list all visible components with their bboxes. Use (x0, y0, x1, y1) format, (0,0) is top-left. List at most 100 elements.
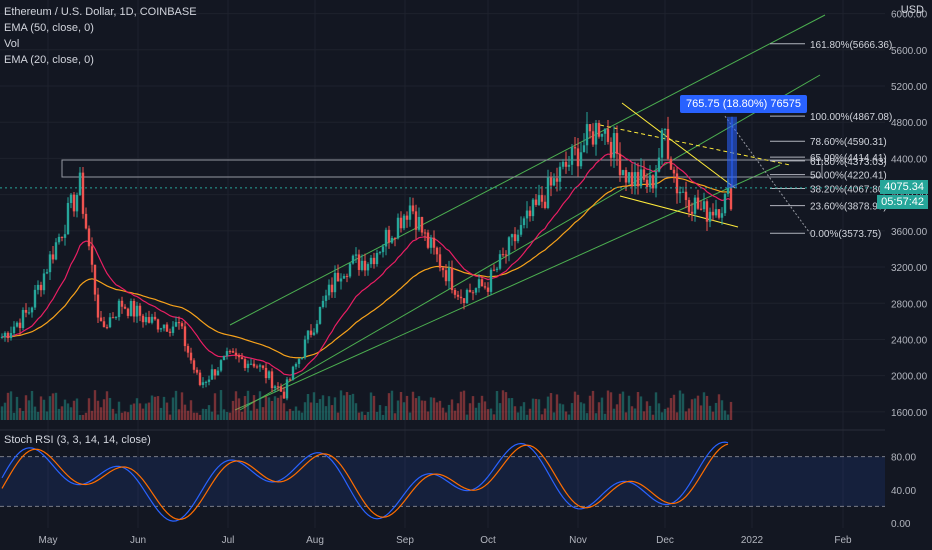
volume-bar (495, 390, 499, 420)
volume-bar (0, 406, 4, 420)
volume-bar (546, 396, 550, 420)
candle (618, 153, 622, 176)
candle (360, 260, 364, 270)
candle (42, 273, 46, 291)
volume-bar (513, 406, 517, 420)
volume-bar (594, 413, 598, 420)
volume-bar (186, 410, 190, 420)
volume-bar (66, 403, 70, 420)
volume-bar (432, 397, 436, 420)
volume-bar (426, 411, 430, 420)
volume-bar (237, 398, 241, 420)
candle (348, 263, 352, 277)
candle (288, 379, 292, 381)
candle (333, 272, 337, 293)
volume-bar (156, 396, 160, 420)
candle (87, 228, 91, 247)
candle (576, 148, 580, 167)
candle (0, 336, 4, 338)
volume-bar (318, 399, 322, 420)
fib-label: 50.00%(4220.41) (810, 171, 887, 182)
candle (567, 164, 571, 167)
volume-bar (558, 403, 562, 420)
candle (306, 330, 310, 340)
volume-bar (447, 404, 451, 420)
candle (276, 386, 280, 388)
volume-bar (615, 404, 619, 420)
candle (213, 369, 217, 376)
candle (708, 211, 712, 222)
y-tick-label: 4400.00 (891, 154, 928, 165)
y-tick-label: 3200.00 (891, 263, 928, 274)
candle (54, 242, 58, 260)
volume-bar (606, 390, 610, 420)
candle (423, 232, 427, 234)
candle (528, 210, 532, 217)
volume-bar (51, 393, 55, 420)
volume-bar (33, 406, 37, 420)
volume-bar (240, 411, 244, 420)
volume-bar (174, 390, 178, 420)
x-tick-label: Feb (834, 535, 852, 546)
volume-bar (165, 402, 169, 420)
volume-bar (393, 413, 397, 420)
candle (555, 178, 559, 182)
candle (624, 170, 628, 183)
candle (195, 369, 199, 373)
volume-bar (552, 412, 556, 420)
volume-bar (189, 400, 193, 420)
stoch-tick-label: 0.00 (891, 519, 911, 530)
candle (468, 289, 472, 293)
candle (543, 201, 547, 208)
candle (315, 323, 319, 333)
volume-bar (675, 412, 679, 420)
candle (72, 194, 76, 212)
candle (465, 289, 469, 303)
candle (204, 381, 208, 383)
candle (531, 199, 535, 217)
candle (150, 316, 154, 323)
volume-bar (357, 412, 361, 420)
volume-bar (597, 402, 601, 420)
candle (525, 210, 529, 219)
candle (192, 360, 196, 370)
volume-bar (177, 409, 181, 420)
volume-bar (489, 408, 493, 420)
candle (588, 124, 592, 132)
volume-bar (285, 411, 289, 420)
candle (627, 172, 631, 183)
volume-bar (528, 408, 532, 420)
candle (630, 172, 634, 187)
fib-label: 0.00%(3573.75) (810, 229, 881, 240)
candle (102, 321, 106, 328)
volume-bar (501, 390, 505, 420)
volume-bar (483, 401, 487, 420)
volume-bar (498, 403, 502, 420)
volume-bar (192, 412, 196, 420)
volume-bar (21, 411, 25, 420)
candle (69, 194, 73, 203)
volume-bar (288, 408, 292, 420)
stoch-tick-label: 80.00 (891, 453, 916, 464)
volume-bar (453, 410, 457, 420)
candle (153, 316, 157, 320)
candle (168, 331, 172, 333)
volume-bar (459, 391, 463, 420)
volume-bar (114, 413, 118, 420)
candle (381, 246, 385, 253)
volume-bar (72, 400, 76, 420)
candle (573, 147, 577, 149)
candle (549, 177, 553, 186)
volume-bar (201, 408, 205, 420)
volume-bar (585, 413, 589, 420)
candle (141, 315, 145, 323)
volume-bar (348, 395, 352, 420)
volume-bar (471, 396, 475, 420)
candle (669, 158, 673, 170)
volume-bar (414, 398, 418, 420)
candle (39, 284, 43, 291)
volume-bar (636, 392, 640, 420)
volume-bar (390, 390, 394, 420)
volume-bar (438, 400, 442, 420)
